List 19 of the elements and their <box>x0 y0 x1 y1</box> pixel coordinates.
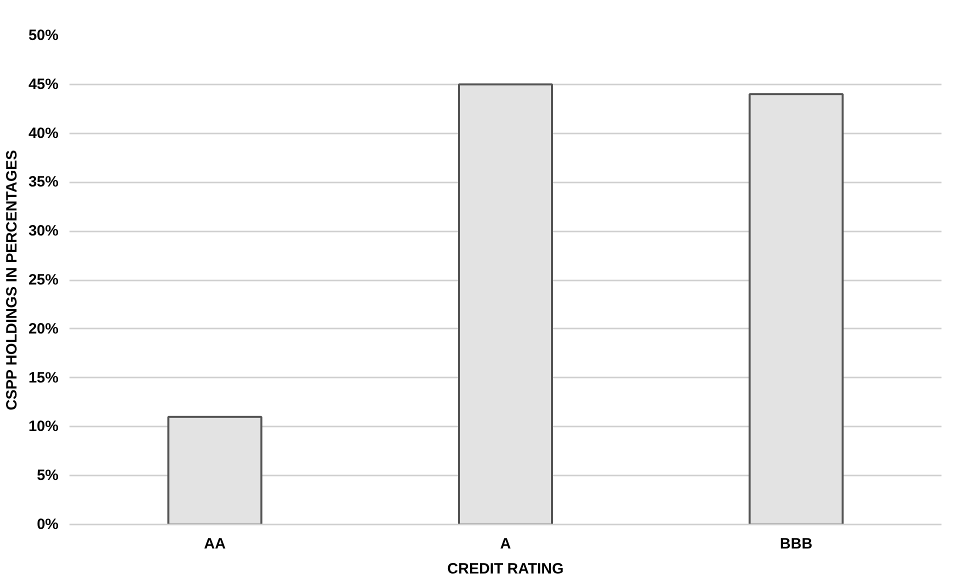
y-tick-label: 10% <box>28 418 59 436</box>
y-tick-label: 0% <box>36 516 59 533</box>
y-tick-label: 50% <box>28 27 59 44</box>
y-tick-label: 45% <box>28 76 59 93</box>
y-tick-label: 40% <box>28 124 59 142</box>
x-tick-label: AA <box>204 536 226 552</box>
x-tick-label: A <box>500 536 512 552</box>
y-tick-label: 5% <box>36 467 59 484</box>
x-tick-label: BBB <box>780 536 813 552</box>
bar <box>748 93 844 524</box>
x-axis-title: CREDIT RATING <box>447 560 564 578</box>
y-tick-label: 35% <box>28 174 59 191</box>
bar <box>458 83 554 524</box>
bar <box>167 416 262 524</box>
y-tick-label: 15% <box>28 369 59 386</box>
y-tick-label: 30% <box>28 222 59 240</box>
y-axis-title: CSPP HOLDINGS IN PERCENTAGES <box>3 150 20 410</box>
y-tick-label: 20% <box>28 320 59 338</box>
y-tick-label: 25% <box>28 272 59 288</box>
